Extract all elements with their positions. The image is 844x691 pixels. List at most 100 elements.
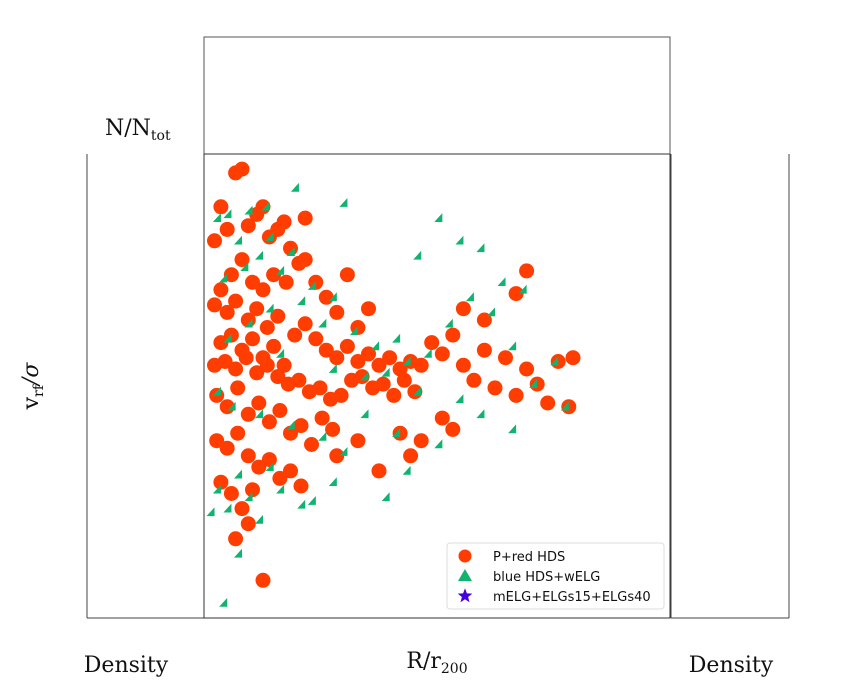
data-point: [529, 379, 538, 388]
data-point: [278, 274, 294, 290]
legend-triangle-marker: [458, 569, 472, 581]
data-point: [360, 409, 369, 419]
data-point: [487, 307, 496, 317]
data-point: [339, 198, 348, 207]
data-point: [350, 354, 366, 369]
data-point: [328, 477, 337, 487]
data-point: [265, 232, 274, 241]
data-point: [276, 357, 292, 373]
data-point: [297, 316, 313, 332]
data-point: [223, 209, 232, 219]
data-point: [255, 250, 264, 260]
data-point: [244, 318, 253, 328]
right-density-panel: Density: [670, 154, 790, 678]
data-point: [291, 372, 307, 388]
legend-circle-marker: [458, 549, 472, 563]
data-point: [325, 421, 341, 437]
data-point: [286, 247, 295, 256]
data-point: [424, 335, 440, 351]
data-point: [413, 250, 422, 260]
data-point: [518, 284, 527, 294]
data-point: [240, 516, 256, 532]
data-point: [207, 233, 222, 249]
data-point: [255, 572, 271, 588]
data-point: [234, 235, 243, 245]
data-point: [265, 303, 274, 313]
data-point: [223, 486, 239, 501]
data-point: [238, 350, 254, 366]
data-point: [304, 437, 319, 452]
top-ylabel: N/Ntot: [105, 116, 171, 144]
top-panel-frame: [203, 36, 671, 155]
data-point: [276, 265, 285, 275]
data-point: [213, 282, 229, 298]
data-point: [314, 410, 330, 426]
left-density-panel: Density vrf/σ: [19, 154, 204, 678]
data-point: [245, 274, 260, 290]
data-point: [297, 296, 306, 305]
left-density-xlabel: Density: [84, 653, 169, 678]
data-point: [219, 304, 235, 320]
data-point: [307, 281, 316, 290]
data-point: [455, 301, 471, 317]
data-point: [212, 213, 221, 222]
data-point: [508, 387, 524, 403]
legend-box: [446, 542, 665, 610]
data-point: [213, 199, 229, 215]
data-point: [293, 478, 309, 494]
data-point: [455, 394, 464, 404]
data-point: [270, 308, 286, 324]
data-point: [249, 365, 265, 381]
data-point: [234, 501, 250, 517]
legend-entry-0: P+red HDS: [493, 550, 565, 565]
data-point: [234, 161, 250, 177]
main-panel-frame: [203, 153, 671, 619]
data-point: [223, 267, 239, 283]
data-point: [272, 470, 288, 486]
data-point: [434, 213, 443, 222]
data-point: [312, 380, 328, 396]
data-point: [207, 297, 222, 313]
data-point: [219, 273, 228, 283]
data-point: [423, 348, 432, 358]
data-point: [223, 333, 232, 343]
data-point: [287, 327, 303, 343]
data-point: [240, 218, 256, 234]
data-point: [212, 484, 221, 494]
data-point: [476, 409, 485, 419]
legend-star-marker: [457, 588, 473, 603]
data-point: [349, 326, 358, 336]
data-point: [382, 350, 398, 366]
data-point: [219, 221, 235, 237]
data-point: [293, 418, 309, 434]
series-circle-points: [207, 161, 581, 588]
data-point: [219, 597, 228, 607]
data-point: [508, 341, 517, 351]
data-point: [402, 465, 411, 475]
data-point: [444, 318, 453, 328]
data-point: [476, 243, 485, 253]
data-point: [297, 210, 313, 226]
data-point: [318, 431, 327, 441]
data-point: [251, 459, 267, 475]
data-point: [434, 439, 443, 449]
legend: P+red HDS blue HDS+wELG mELG+ELGs15+ELGs…: [446, 542, 665, 610]
data-point: [413, 357, 429, 373]
data-point: [307, 496, 316, 505]
data-point: [445, 421, 461, 437]
data-point: [560, 401, 569, 411]
data-point: [375, 376, 391, 392]
data-point: [396, 372, 412, 388]
main-xlabel: R/r200: [406, 649, 467, 677]
data-point: [371, 357, 387, 373]
data-point: [266, 338, 282, 354]
data-point: [519, 263, 535, 279]
data-point: [371, 341, 380, 351]
data-point: [266, 267, 282, 283]
data-point: [206, 507, 215, 517]
data-point: [265, 462, 274, 471]
data-point: [261, 414, 277, 430]
data-point: [308, 331, 324, 347]
data-point: [329, 448, 345, 464]
